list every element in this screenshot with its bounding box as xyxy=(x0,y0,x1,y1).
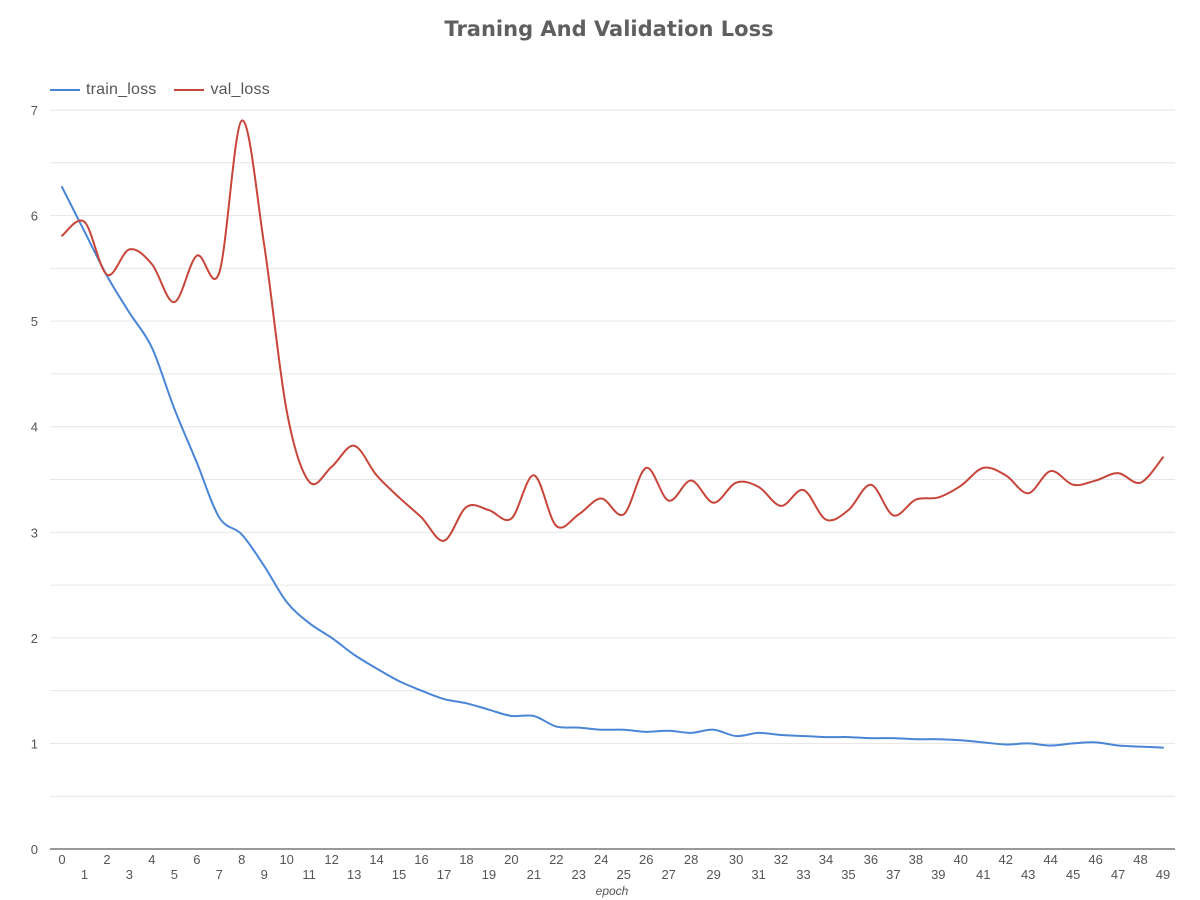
x-tick-label: 23 xyxy=(572,867,586,882)
x-tick-label: 22 xyxy=(549,852,563,867)
x-tick-label: 11 xyxy=(302,867,316,882)
gridlines xyxy=(50,109,1175,797)
x-tick-label: 44 xyxy=(1043,852,1057,867)
x-tick-label: 20 xyxy=(504,852,518,867)
x-tick-label: 45 xyxy=(1066,867,1080,882)
x-axis-title: epoch xyxy=(596,884,629,898)
tick-labels: 0123456701234567891011121314151617181920… xyxy=(31,103,1170,882)
x-tick-label: 5 xyxy=(171,867,178,882)
x-tick-label: 12 xyxy=(324,852,338,867)
x-tick-label: 16 xyxy=(414,852,428,867)
x-tick-label: 6 xyxy=(193,852,200,867)
x-tick-label: 7 xyxy=(216,867,223,882)
x-tick-label: 38 xyxy=(909,852,923,867)
series-line-val-loss[interactable] xyxy=(61,119,1164,542)
x-tick-label: 47 xyxy=(1111,867,1125,882)
x-tick-label: 8 xyxy=(238,852,245,867)
x-tick-label: 43 xyxy=(1021,867,1035,882)
x-tick-label: 10 xyxy=(279,852,293,867)
x-tick-label: 13 xyxy=(347,867,361,882)
x-tick-label: 40 xyxy=(954,852,968,867)
x-tick-label: 48 xyxy=(1133,852,1147,867)
x-tick-label: 2 xyxy=(103,852,110,867)
x-tick-label: 21 xyxy=(527,867,541,882)
x-tick-label: 17 xyxy=(437,867,451,882)
y-tick-label: 2 xyxy=(31,631,38,646)
x-tick-label: 36 xyxy=(864,852,878,867)
x-tick-label: 35 xyxy=(841,867,855,882)
x-tick-label: 19 xyxy=(482,867,496,882)
y-tick-label: 0 xyxy=(31,842,38,857)
legend: train_loss val_loss xyxy=(50,80,288,100)
x-tick-label: 18 xyxy=(459,852,473,867)
x-tick-label: 46 xyxy=(1088,852,1102,867)
y-tick-label: 7 xyxy=(31,103,38,118)
x-tick-label: 34 xyxy=(819,852,833,867)
x-tick-label: 28 xyxy=(684,852,698,867)
x-tick-label: 33 xyxy=(796,867,810,882)
legend-item-train-loss[interactable]: train_loss xyxy=(50,81,156,99)
x-tick-label: 42 xyxy=(998,852,1012,867)
y-tick-label: 5 xyxy=(31,314,38,329)
x-tick-label: 1 xyxy=(81,867,88,882)
x-tick-label: 37 xyxy=(886,867,900,882)
x-tick-label: 39 xyxy=(931,867,945,882)
x-tick-label: 4 xyxy=(148,852,155,867)
x-tick-label: 29 xyxy=(706,867,720,882)
legend-swatch-val-loss xyxy=(174,89,205,91)
x-tick-label: 32 xyxy=(774,852,788,867)
legend-item-val-loss[interactable]: val_loss xyxy=(174,81,270,99)
series-lines xyxy=(61,119,1164,749)
chart-title: Traning And Validation Loss xyxy=(444,17,774,41)
series-line-train-loss[interactable] xyxy=(61,186,1164,749)
legend-label-train-loss: train_loss xyxy=(86,81,157,98)
x-tick-label: 3 xyxy=(126,867,133,882)
x-tick-label: 27 xyxy=(661,867,675,882)
x-tick-label: 49 xyxy=(1156,867,1170,882)
x-tick-label: 14 xyxy=(369,852,383,867)
x-tick-label: 31 xyxy=(751,867,765,882)
x-tick-label: 0 xyxy=(58,852,65,867)
x-tick-label: 9 xyxy=(261,867,268,882)
x-tick-label: 15 xyxy=(392,867,406,882)
legend-swatch-train-loss xyxy=(50,89,80,91)
x-tick-label: 41 xyxy=(976,867,990,882)
y-tick-label: 1 xyxy=(31,736,38,751)
y-tick-label: 3 xyxy=(31,525,38,540)
y-tick-label: 6 xyxy=(31,209,38,224)
x-tick-label: 26 xyxy=(639,852,653,867)
x-tick-label: 24 xyxy=(594,852,608,867)
x-tick-label: 25 xyxy=(617,867,631,882)
legend-label-val-loss: val_loss xyxy=(210,81,270,98)
x-tick-label: 30 xyxy=(729,852,743,867)
y-tick-label: 4 xyxy=(31,420,38,435)
